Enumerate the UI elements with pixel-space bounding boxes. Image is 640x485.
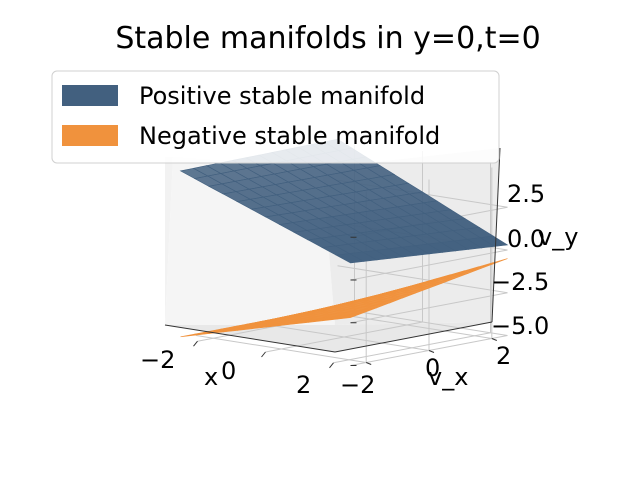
y-axis-line (334, 321, 493, 353)
tick-mark (193, 340, 198, 347)
z-axis-label: v_y (538, 223, 578, 251)
x-tick-labels: −2 0 2 (140, 346, 311, 399)
z-tick-label: −2.5 (491, 268, 549, 296)
z-tick-label: 0.0 (507, 225, 545, 253)
z-tick-label: 2.5 (507, 180, 545, 208)
legend: Positive stable manifold Negative stable… (51, 70, 500, 164)
z-axis-line (491, 147, 501, 323)
tick-mark (491, 338, 497, 341)
tick-mark (261, 351, 266, 358)
y-axis-label: v_x (428, 363, 468, 391)
y-tick-label: 0 (425, 354, 440, 382)
legend-label: Negative stable manifold (139, 122, 440, 150)
tick-marks (193, 236, 497, 369)
surface-facet (336, 312, 364, 320)
legend-frame (51, 70, 500, 164)
tick-mark (428, 350, 435, 353)
y-tick-label: −2 (340, 371, 375, 399)
x-axis-label: x (204, 363, 218, 391)
y-tick-label: 2 (496, 342, 511, 370)
y-tick-labels: −2 0 2 (340, 342, 511, 399)
legend-swatch (62, 125, 118, 146)
x-tick-label: 0 (221, 357, 236, 385)
gridline (333, 332, 491, 364)
gridline (258, 323, 430, 351)
x-tick-label: −2 (140, 346, 175, 374)
x-tick-label: 2 (296, 371, 311, 399)
legend-label: Positive stable manifold (139, 82, 425, 110)
z-tick-labels: 2.5 0.0 −2.5 −5.0 (491, 180, 549, 340)
surfaces (179, 138, 509, 338)
legend-swatch (62, 85, 118, 106)
surface-facet (335, 253, 365, 264)
z-tick-label: −5.0 (491, 312, 549, 340)
tick-mark (366, 362, 372, 365)
axis-lines (164, 147, 501, 353)
chart-title: Stable manifolds in y=0,t=0 (115, 21, 540, 56)
tick-mark (329, 362, 334, 369)
series-surface (180, 258, 508, 338)
x-axis-line (164, 324, 336, 353)
series-surface (179, 138, 509, 264)
